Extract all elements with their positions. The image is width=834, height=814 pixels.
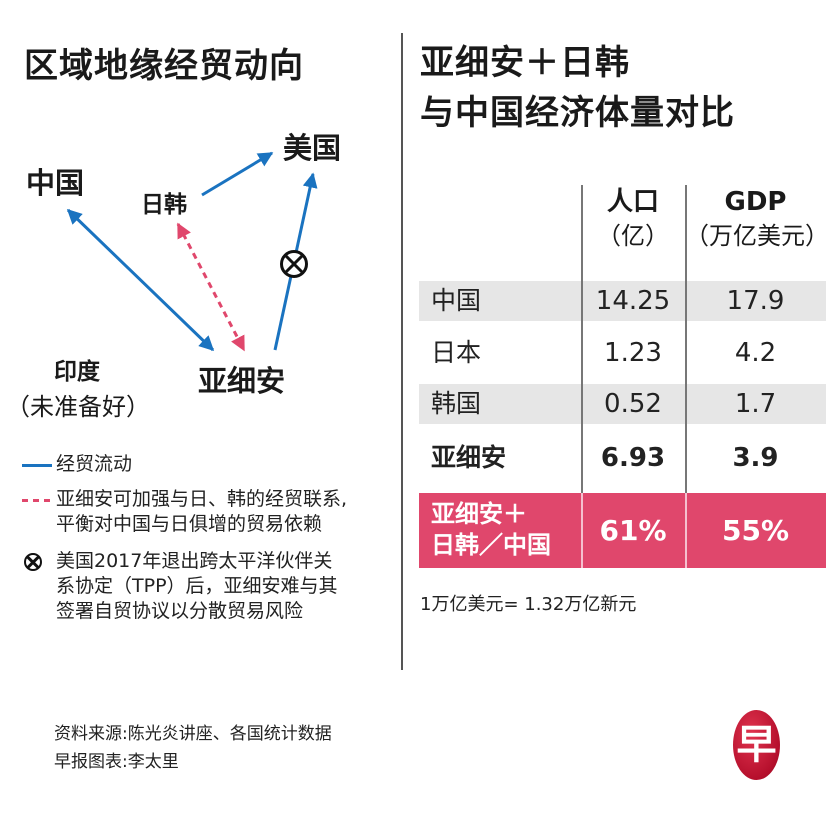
source-text: 资料来源:陈光炎讲座、各国统计数据	[54, 724, 332, 744]
column-divider	[581, 185, 583, 493]
column-header-gdp: GDP （万亿美元）	[685, 187, 829, 250]
footer-credits: 资料来源:陈光炎讲座、各国统计数据 早报图表:李太里	[54, 720, 332, 776]
diagram-title: 区域地缘经贸动向	[24, 46, 304, 86]
summary-row: 亚细安＋ 日韩／中国 61% 55%	[419, 493, 826, 568]
table-title-line1: 亚细安＋日韩	[420, 43, 630, 83]
summary-gdp: 55%	[721, 514, 790, 547]
node-usa: 美国	[283, 131, 342, 165]
jk-asean-dashed-arrow	[176, 222, 246, 352]
table-row: 亚细安 6.93 3.9	[431, 443, 779, 473]
blocked-icon	[280, 250, 308, 278]
summary-label: 亚细安＋ 日韩／中国	[431, 500, 551, 559]
table-row: 日本 1.23 4.2	[431, 338, 777, 368]
node-japan-korea: 日韩	[141, 192, 187, 218]
column-header-population: 人口 （亿）	[597, 187, 669, 250]
node-asean: 亚细安	[198, 364, 286, 398]
circled-x-icon	[24, 553, 42, 571]
jk-usa-arrow	[201, 151, 274, 197]
node-india-note: （未准备好）	[6, 393, 150, 421]
column-divider	[685, 185, 687, 493]
legend: 经贸流动 亚细安可加强与日、韩的经贸联系, 平衡对中国与日俱增的贸易依赖 美国2…	[22, 452, 347, 624]
panel-divider	[401, 33, 403, 670]
legend-item-tpp: 美国2017年退出跨太平洋伙伴关 系协定（TPP）后，亚细安难与其 签署自贸协议…	[22, 549, 347, 624]
table-title: 亚细安＋日韩 与中国经济体量对比	[420, 38, 735, 138]
trade-flow-diagram	[66, 151, 318, 352]
legend-item-trade-flow: 经贸流动	[22, 452, 347, 477]
solid-line-icon	[22, 464, 52, 467]
table-row: 韩国 0.52 1.7	[419, 384, 826, 424]
zaobao-logo-icon: 早	[733, 710, 780, 780]
node-india: 印度	[54, 359, 100, 385]
summary-population: 61%	[599, 514, 667, 547]
credit-text: 早报图表:李太里	[54, 752, 179, 772]
dashed-line-icon	[22, 499, 52, 502]
currency-note: 1万亿美元= 1.32万亿新元	[420, 594, 637, 615]
table-row: 中国 14.25 17.9	[419, 281, 826, 321]
node-china: 中国	[26, 166, 85, 200]
table-title-line2: 与中国经济体量对比	[420, 93, 735, 133]
china-asean-arrow	[66, 208, 215, 352]
legend-item-strengthen: 亚细安可加强与日、韩的经贸联系, 平衡对中国与日俱增的贸易依赖	[22, 487, 347, 537]
